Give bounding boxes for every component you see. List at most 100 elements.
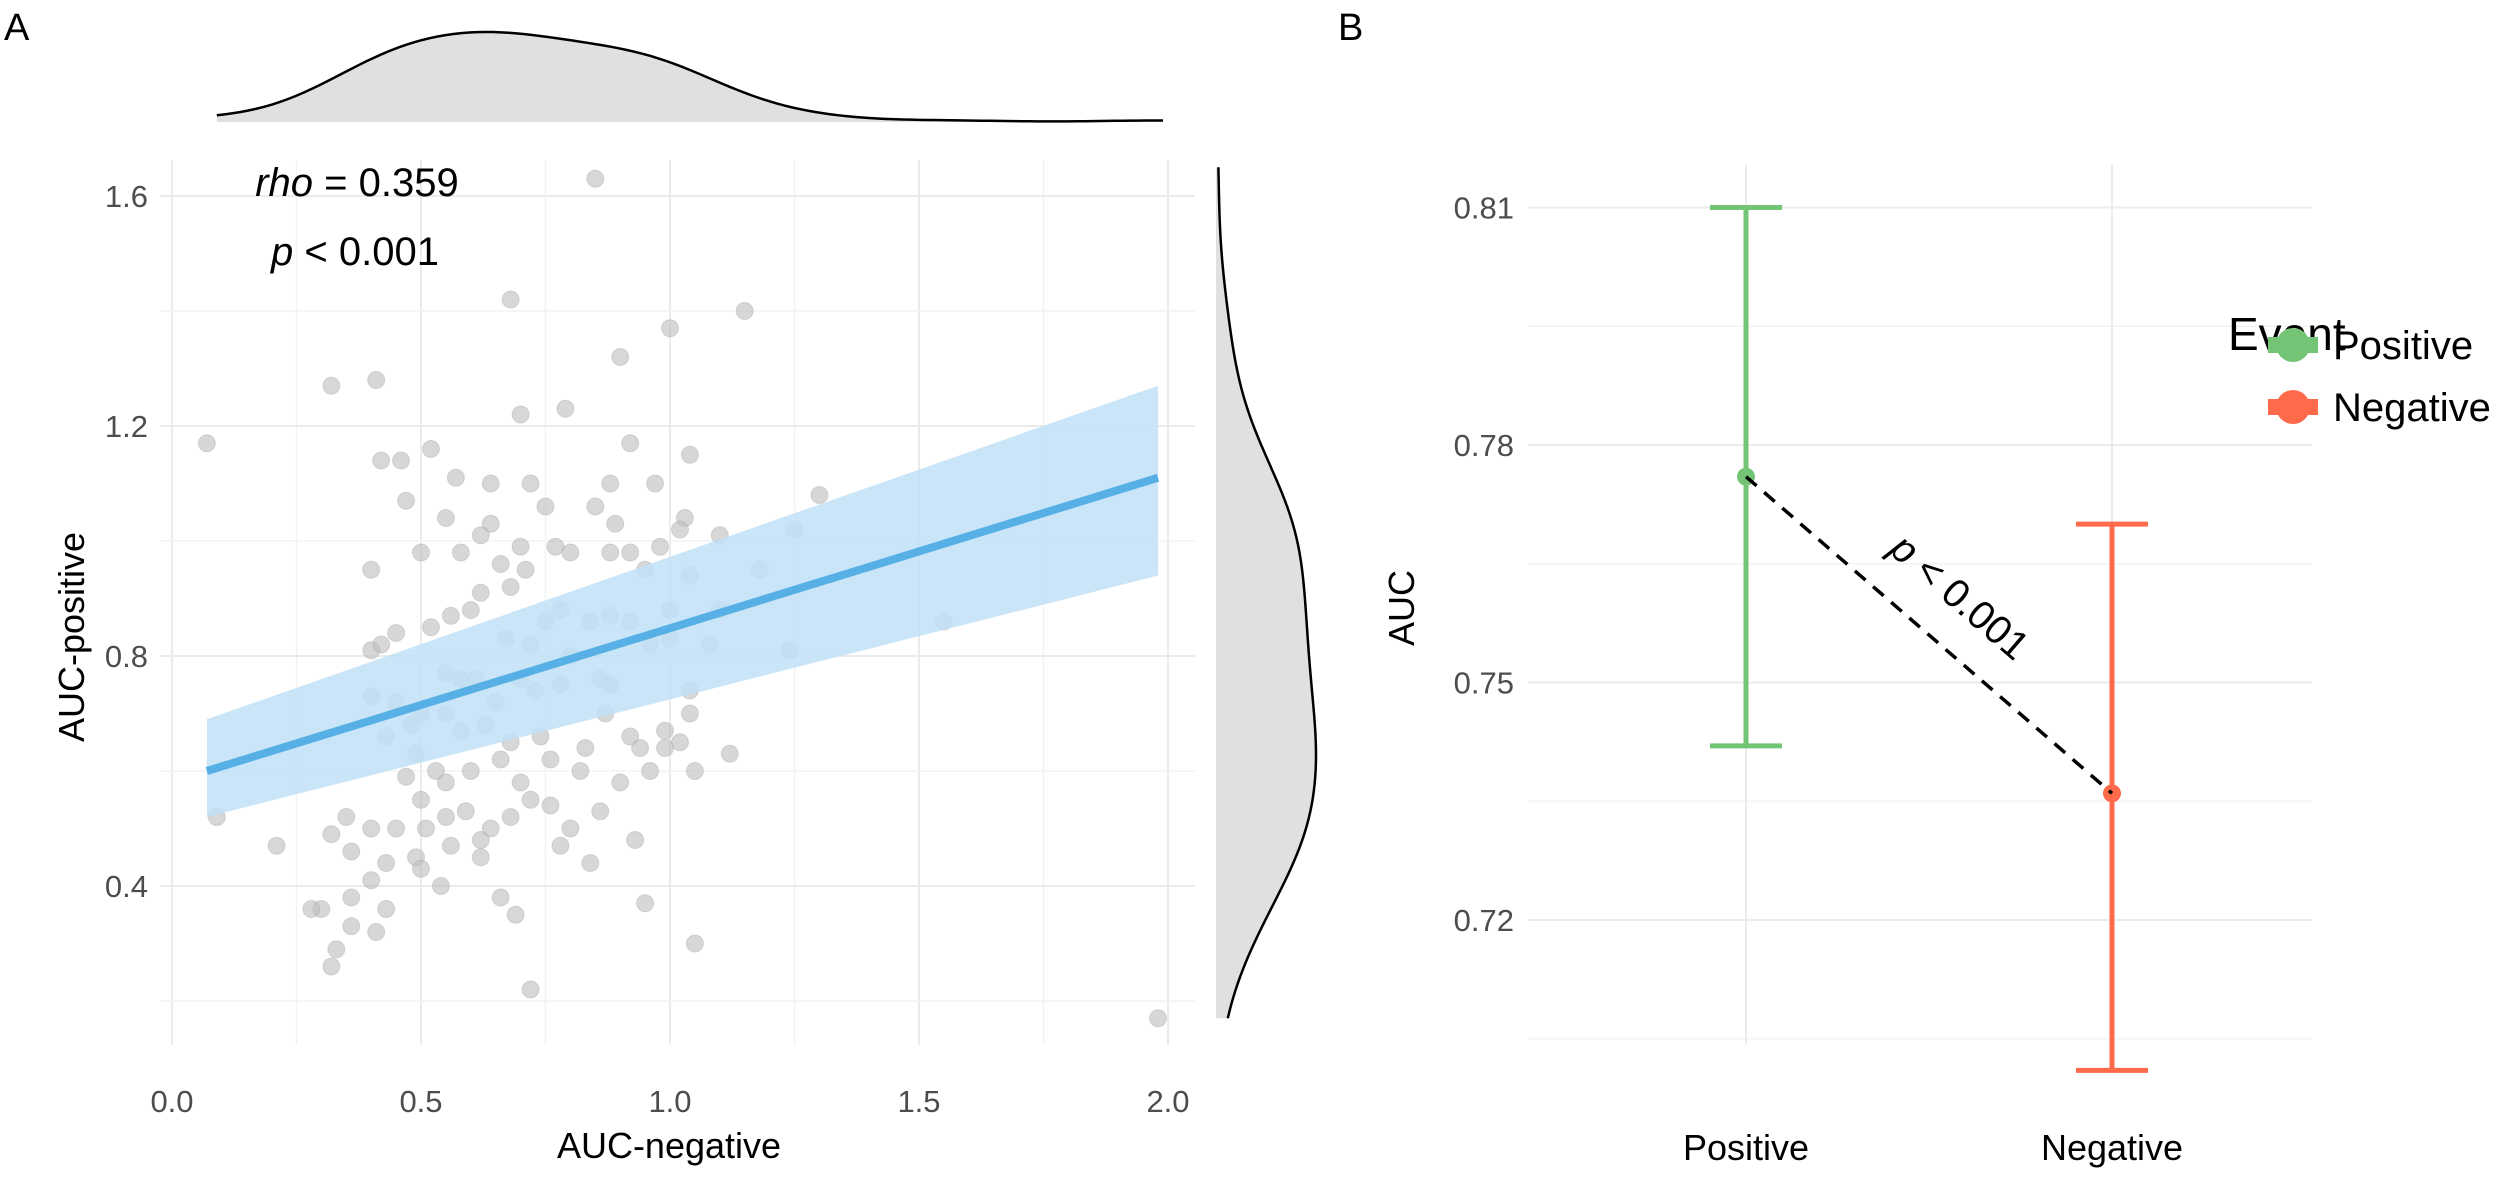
data-point	[377, 900, 396, 918]
data-point	[670, 520, 689, 539]
data-point	[561, 543, 580, 562]
data-point	[685, 762, 704, 780]
data-point	[441, 606, 460, 625]
data-point	[322, 825, 341, 844]
data-point	[646, 474, 665, 493]
b-y-tick-label: 0.72	[1454, 903, 1514, 938]
data-point	[581, 854, 600, 872]
b-p-annotation: p < 0.001	[1881, 525, 2038, 669]
right-density-fill	[1216, 167, 1316, 1019]
data-point	[412, 859, 430, 878]
top-density-fill	[216, 32, 1164, 122]
data-point	[337, 808, 356, 826]
data-point	[481, 819, 500, 838]
data-point	[521, 980, 540, 999]
data-point	[362, 641, 381, 660]
data-point	[367, 923, 386, 941]
b-y-tick-labels: 0.72 0.75 0.78 0.81	[1454, 191, 1514, 939]
panel-b: B 0.720.750.780.81 Positive Negative AUC …	[1338, 7, 2491, 1168]
y-tick-label: 0.8	[105, 639, 148, 674]
data-point	[516, 560, 535, 579]
data-point	[342, 842, 361, 861]
panel-label-a: A	[4, 7, 30, 49]
data-point	[1149, 1009, 1168, 1028]
data-point	[392, 451, 411, 470]
x-tick-label: 1.5	[897, 1084, 940, 1119]
data-point	[387, 819, 406, 838]
data-point	[362, 871, 381, 890]
data-point	[421, 618, 440, 637]
b-p-value: < 0.001	[1907, 547, 2038, 668]
data-point	[327, 940, 346, 959]
data-point	[621, 727, 640, 746]
data-point	[571, 762, 590, 780]
p-annotation: p < 0.001	[270, 230, 439, 274]
data-point	[481, 474, 500, 493]
data-point	[680, 704, 699, 723]
data-point	[436, 808, 455, 826]
comparison-dashed-line	[1744, 475, 2114, 795]
data-point	[601, 543, 620, 562]
data-point	[586, 169, 605, 188]
data-point	[471, 848, 490, 867]
data-point	[541, 796, 560, 815]
y-tick-label: 0.4	[105, 869, 148, 904]
panel-b-grid	[1528, 165, 2312, 1045]
rho-annotation: rho = 0.359	[255, 161, 459, 205]
data-point	[541, 750, 560, 769]
top-marginal-density	[216, 30, 1164, 123]
data-point	[481, 514, 500, 533]
data-point	[412, 790, 430, 809]
data-point	[461, 601, 480, 619]
y-tick-labels: 0.4 0.8 1.2 1.6	[105, 179, 148, 904]
panel-label-b: B	[1338, 7, 1363, 49]
data-point	[636, 894, 655, 913]
data-point	[606, 514, 625, 533]
regression-fit	[205, 385, 1160, 817]
data-point	[362, 819, 381, 838]
data-point	[397, 767, 416, 786]
b-y-tick-label: 0.75	[1454, 666, 1514, 701]
data-point	[446, 468, 465, 487]
p-value: < 0.001	[304, 230, 439, 274]
data-point	[546, 537, 565, 556]
data-point	[501, 578, 520, 596]
data-point	[506, 905, 525, 924]
data-point	[436, 509, 455, 527]
x-tick-labels: 0.0 0.5 1.0 1.5 2.0	[150, 1084, 1189, 1119]
data-point	[197, 434, 216, 453]
data-point	[412, 543, 430, 562]
data-point	[436, 773, 455, 792]
data-point	[322, 957, 341, 976]
data-point	[651, 537, 670, 556]
legend-key-point	[2276, 328, 2310, 362]
data-point	[680, 445, 699, 464]
b-y-axis-title: AUC	[1381, 570, 1422, 646]
data-point	[511, 537, 530, 556]
data-point	[511, 405, 530, 424]
data-point	[501, 808, 520, 826]
data-point	[536, 497, 555, 516]
x-tick-label: 2.0	[1146, 1084, 1189, 1119]
data-point	[322, 376, 341, 395]
data-point	[810, 486, 829, 504]
data-point	[387, 624, 406, 642]
data-point	[416, 819, 435, 838]
data-point	[641, 762, 660, 780]
data-point	[576, 739, 595, 757]
data-point	[441, 836, 460, 855]
data-point	[491, 888, 510, 907]
b-y-tick-label: 0.81	[1454, 191, 1514, 226]
top-density-curve	[216, 30, 1164, 123]
data-point	[491, 750, 510, 769]
data-point	[421, 440, 440, 458]
y-axis-title: AUC-positive	[51, 532, 92, 742]
data-point	[377, 854, 396, 872]
data-point	[501, 290, 520, 309]
data-point	[591, 802, 610, 821]
data-point	[521, 790, 540, 809]
data-point	[461, 762, 480, 780]
b-y-tick-label: 0.78	[1454, 428, 1514, 463]
data-point	[621, 543, 640, 562]
